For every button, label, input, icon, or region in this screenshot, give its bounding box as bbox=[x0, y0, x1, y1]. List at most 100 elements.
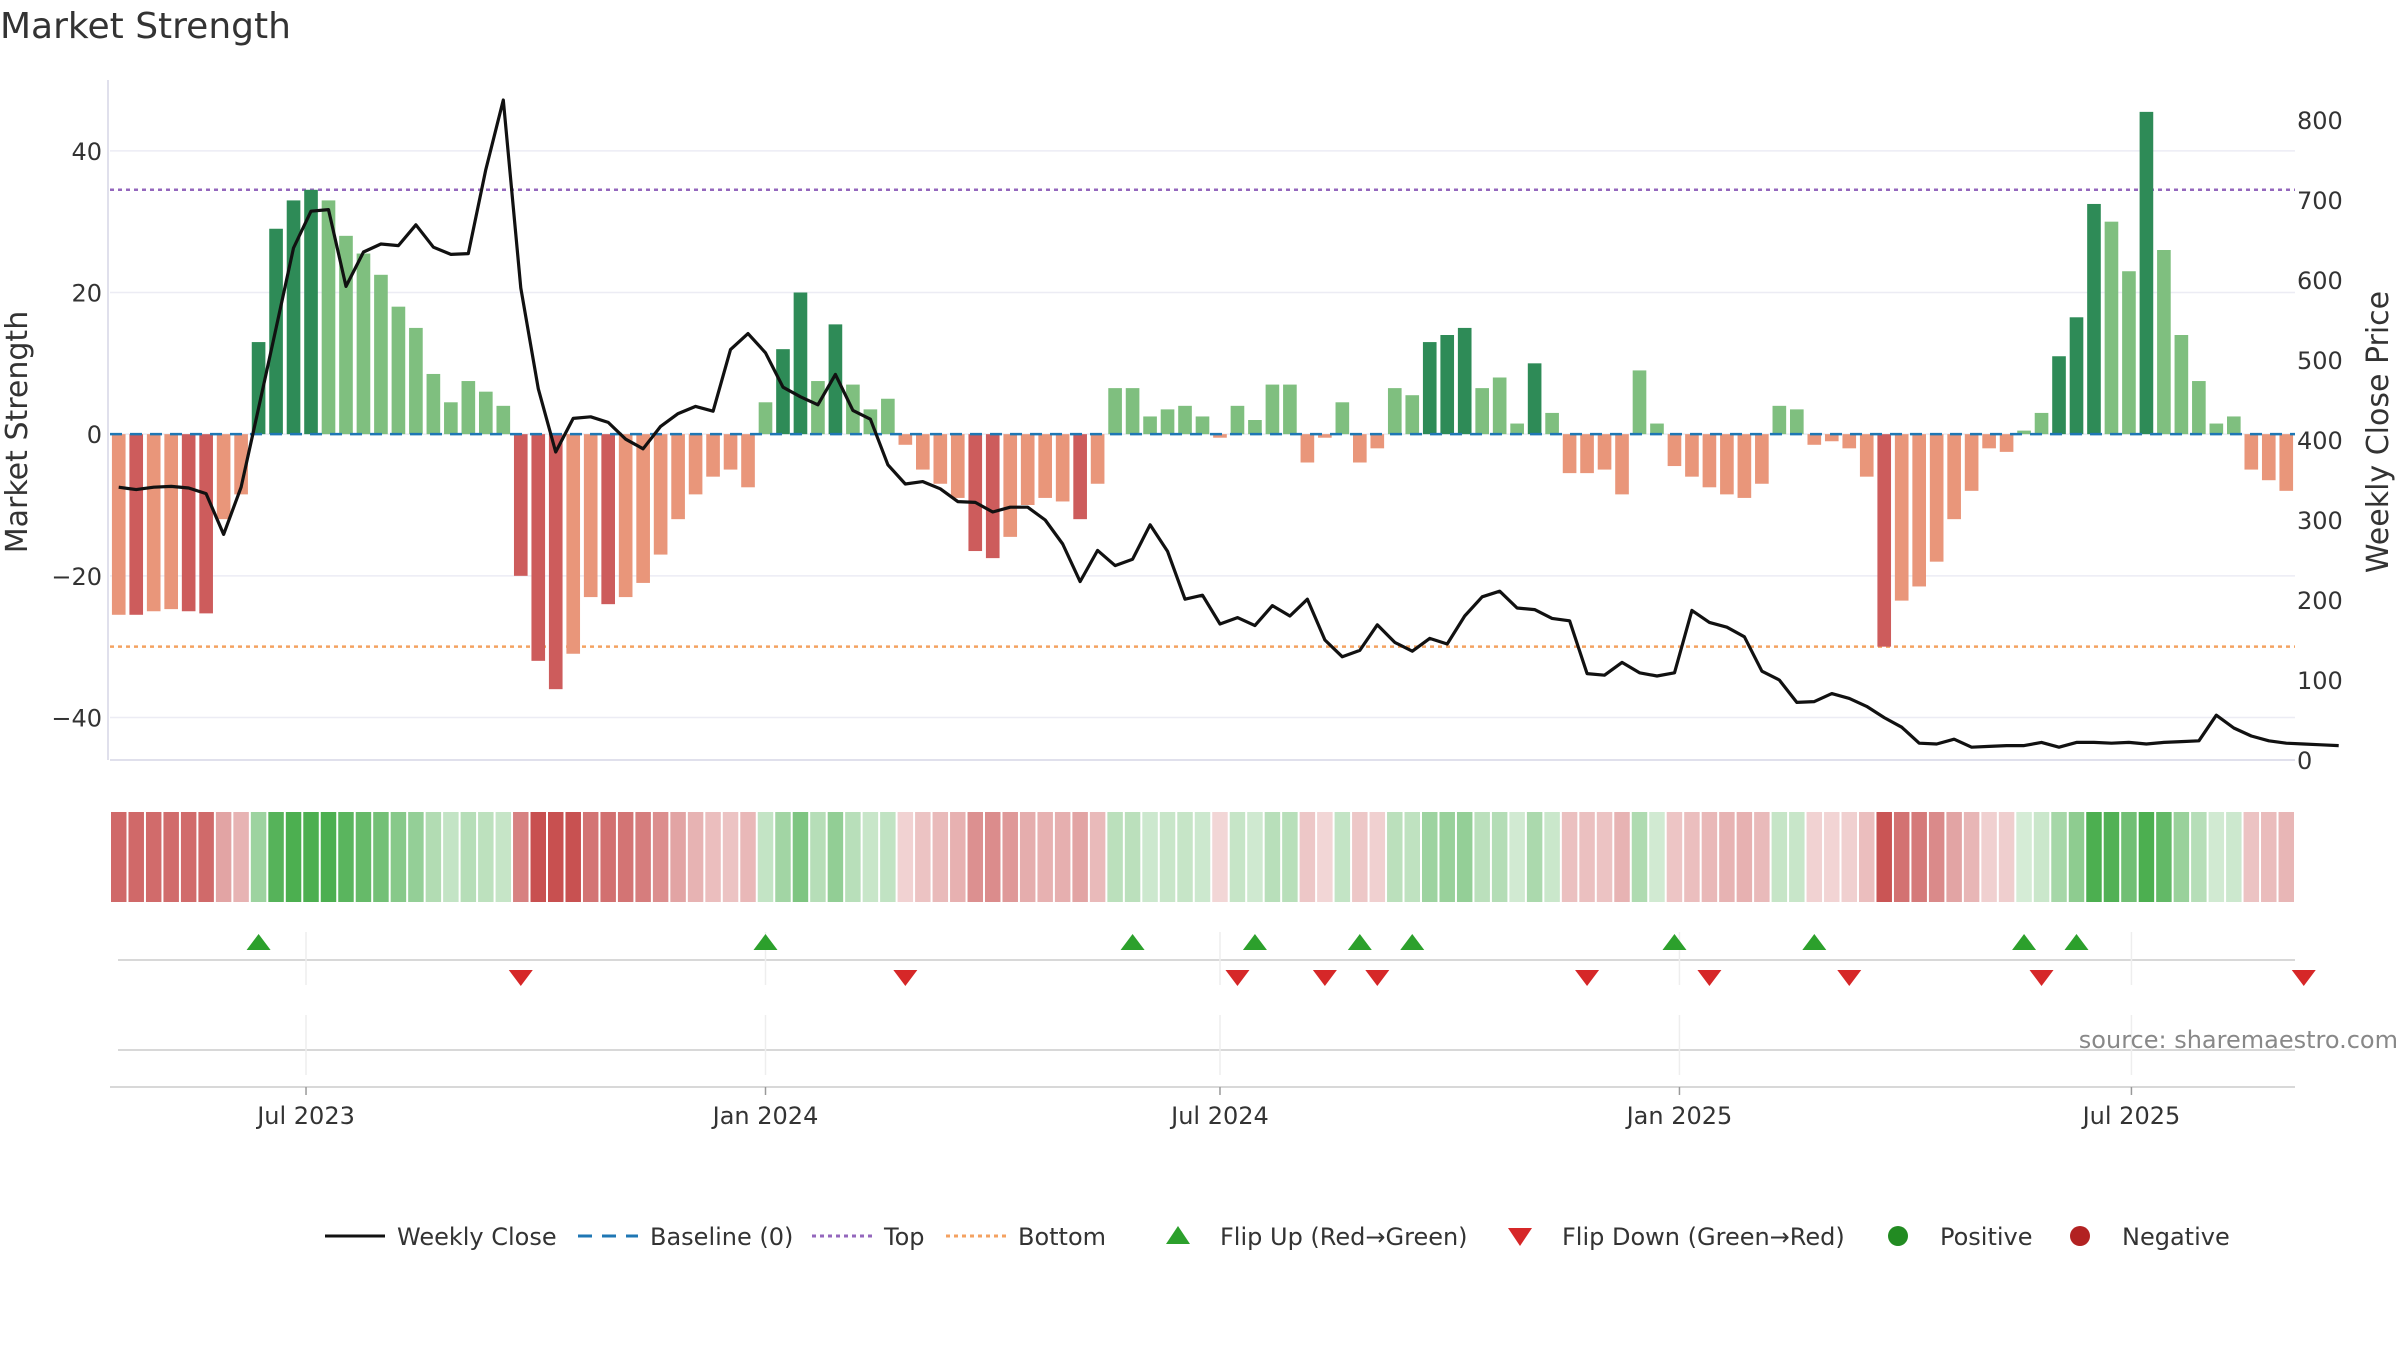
flip-up-marker bbox=[1400, 934, 1425, 950]
strip-cell bbox=[827, 812, 844, 902]
strength-bar bbox=[1877, 434, 1892, 647]
strip-cell bbox=[2173, 812, 2190, 902]
y-axis-title: Market Strength bbox=[0, 311, 35, 553]
strength-bar bbox=[1283, 384, 1297, 435]
strip-cell bbox=[2121, 812, 2137, 902]
weekly-close-series bbox=[118, 98, 2339, 749]
strip-cell bbox=[2243, 812, 2260, 902]
flip-down-marker bbox=[893, 970, 918, 986]
strip-cell bbox=[862, 812, 879, 902]
strength-bar bbox=[1912, 434, 1926, 587]
strip-cell bbox=[2278, 812, 2294, 902]
strip-cell bbox=[320, 812, 337, 902]
strength-bar bbox=[1405, 395, 1420, 435]
strength-bar bbox=[601, 434, 615, 605]
x-tick-label: Jul 2025 bbox=[2081, 1102, 2181, 1130]
strength-bar bbox=[793, 292, 808, 435]
y-tick-label: −40 bbox=[51, 705, 102, 733]
negative-legend-icon bbox=[2070, 1226, 2090, 1246]
strip-cell bbox=[1247, 812, 1263, 902]
strength-bar bbox=[2034, 412, 2049, 435]
strength-bar bbox=[2052, 356, 2066, 435]
strength-bar bbox=[339, 235, 353, 435]
strip-cell bbox=[1317, 812, 1333, 902]
strength-bar bbox=[811, 381, 825, 435]
strip-cell bbox=[1404, 812, 1420, 902]
strip-cell bbox=[1824, 812, 1840, 902]
strength-bar bbox=[1510, 423, 1524, 435]
strength-bar bbox=[1440, 335, 1455, 435]
x-tick-label: Jul 2024 bbox=[1169, 1102, 1269, 1130]
strip-cell bbox=[530, 812, 546, 902]
strength-bar bbox=[1265, 384, 1280, 435]
x-tick-label: Jan 2024 bbox=[711, 1102, 819, 1130]
strength-bar bbox=[1195, 416, 1210, 435]
y2-tick-label: 100 bbox=[2297, 667, 2343, 695]
strength-bar bbox=[1597, 434, 1612, 470]
legend-label: Positive bbox=[1940, 1223, 2033, 1251]
strength-bar bbox=[1143, 416, 1157, 435]
strength-bar bbox=[1335, 402, 1350, 435]
strip-cell bbox=[460, 812, 477, 902]
strength-bar bbox=[1650, 423, 1664, 435]
strength-bar bbox=[531, 434, 546, 661]
strip-cell bbox=[687, 812, 704, 902]
strength-bar bbox=[985, 434, 1000, 559]
strength-bar bbox=[1492, 377, 1507, 435]
strength-bar bbox=[304, 189, 318, 435]
strength-bar bbox=[426, 373, 441, 435]
y-tick-label: 0 bbox=[87, 421, 102, 449]
strip-cell bbox=[180, 812, 197, 902]
strip-cell bbox=[1719, 812, 1735, 902]
strip-cell bbox=[443, 812, 459, 902]
strength-bar bbox=[1964, 434, 1979, 491]
strength-bar bbox=[1859, 434, 1874, 477]
strength-bar bbox=[688, 434, 703, 495]
strip-cell bbox=[1037, 812, 1053, 902]
strip-cell bbox=[355, 812, 372, 902]
strength-bar bbox=[1929, 434, 1944, 562]
strength-bar bbox=[671, 434, 685, 520]
strength-bar bbox=[1790, 409, 1804, 435]
strip-cell bbox=[1177, 812, 1193, 902]
strength-bar bbox=[1230, 405, 1245, 435]
strength-bar bbox=[391, 306, 406, 435]
flip-up-marker bbox=[1802, 934, 1827, 950]
legend-label: Flip Down (Green→Red) bbox=[1562, 1223, 1845, 1251]
strip-cell bbox=[198, 812, 214, 902]
flip-down-marker bbox=[1225, 970, 1250, 986]
strip-cell bbox=[1736, 812, 1753, 902]
strength-bar bbox=[2157, 250, 2171, 435]
legend: Weekly Close Baseline (0) Top Bottom Flip Up… bbox=[325, 1223, 2230, 1251]
strip-cell bbox=[1142, 812, 1158, 902]
legend-label: Bottom bbox=[1018, 1223, 1106, 1251]
y2-tick-label: 800 bbox=[2297, 107, 2343, 135]
strength-bar bbox=[1737, 434, 1752, 498]
strip-cell bbox=[1631, 812, 1648, 902]
strip-cell bbox=[1649, 812, 1665, 902]
flip-markers bbox=[118, 932, 2316, 1075]
strength-bar bbox=[1108, 388, 1122, 435]
strip-cell bbox=[985, 812, 1001, 902]
x-tick-label: Jul 2023 bbox=[255, 1102, 355, 1130]
strip-cell bbox=[880, 812, 896, 902]
strip-cell bbox=[1928, 812, 1945, 902]
strength-bar bbox=[828, 324, 843, 435]
flip-down-marker bbox=[2029, 970, 2054, 986]
strength-bar bbox=[1772, 405, 1787, 435]
strip-cell bbox=[1439, 812, 1455, 902]
strength-bar bbox=[881, 398, 895, 435]
flip-up-marker bbox=[1120, 934, 1145, 950]
flip-down-legend-icon bbox=[1508, 1228, 1532, 1246]
y2-tick-label: 200 bbox=[2297, 587, 2343, 615]
strip-cell bbox=[2191, 812, 2207, 902]
strength-bar bbox=[1527, 363, 1542, 435]
strength-bar bbox=[496, 405, 511, 435]
flip-up-marker bbox=[1347, 934, 1372, 950]
strip-cell bbox=[250, 812, 267, 902]
strength-bars bbox=[110, 111, 2295, 690]
strength-bar bbox=[2087, 203, 2101, 435]
strength-bar bbox=[1125, 388, 1140, 435]
strength-bar bbox=[1387, 388, 1402, 435]
